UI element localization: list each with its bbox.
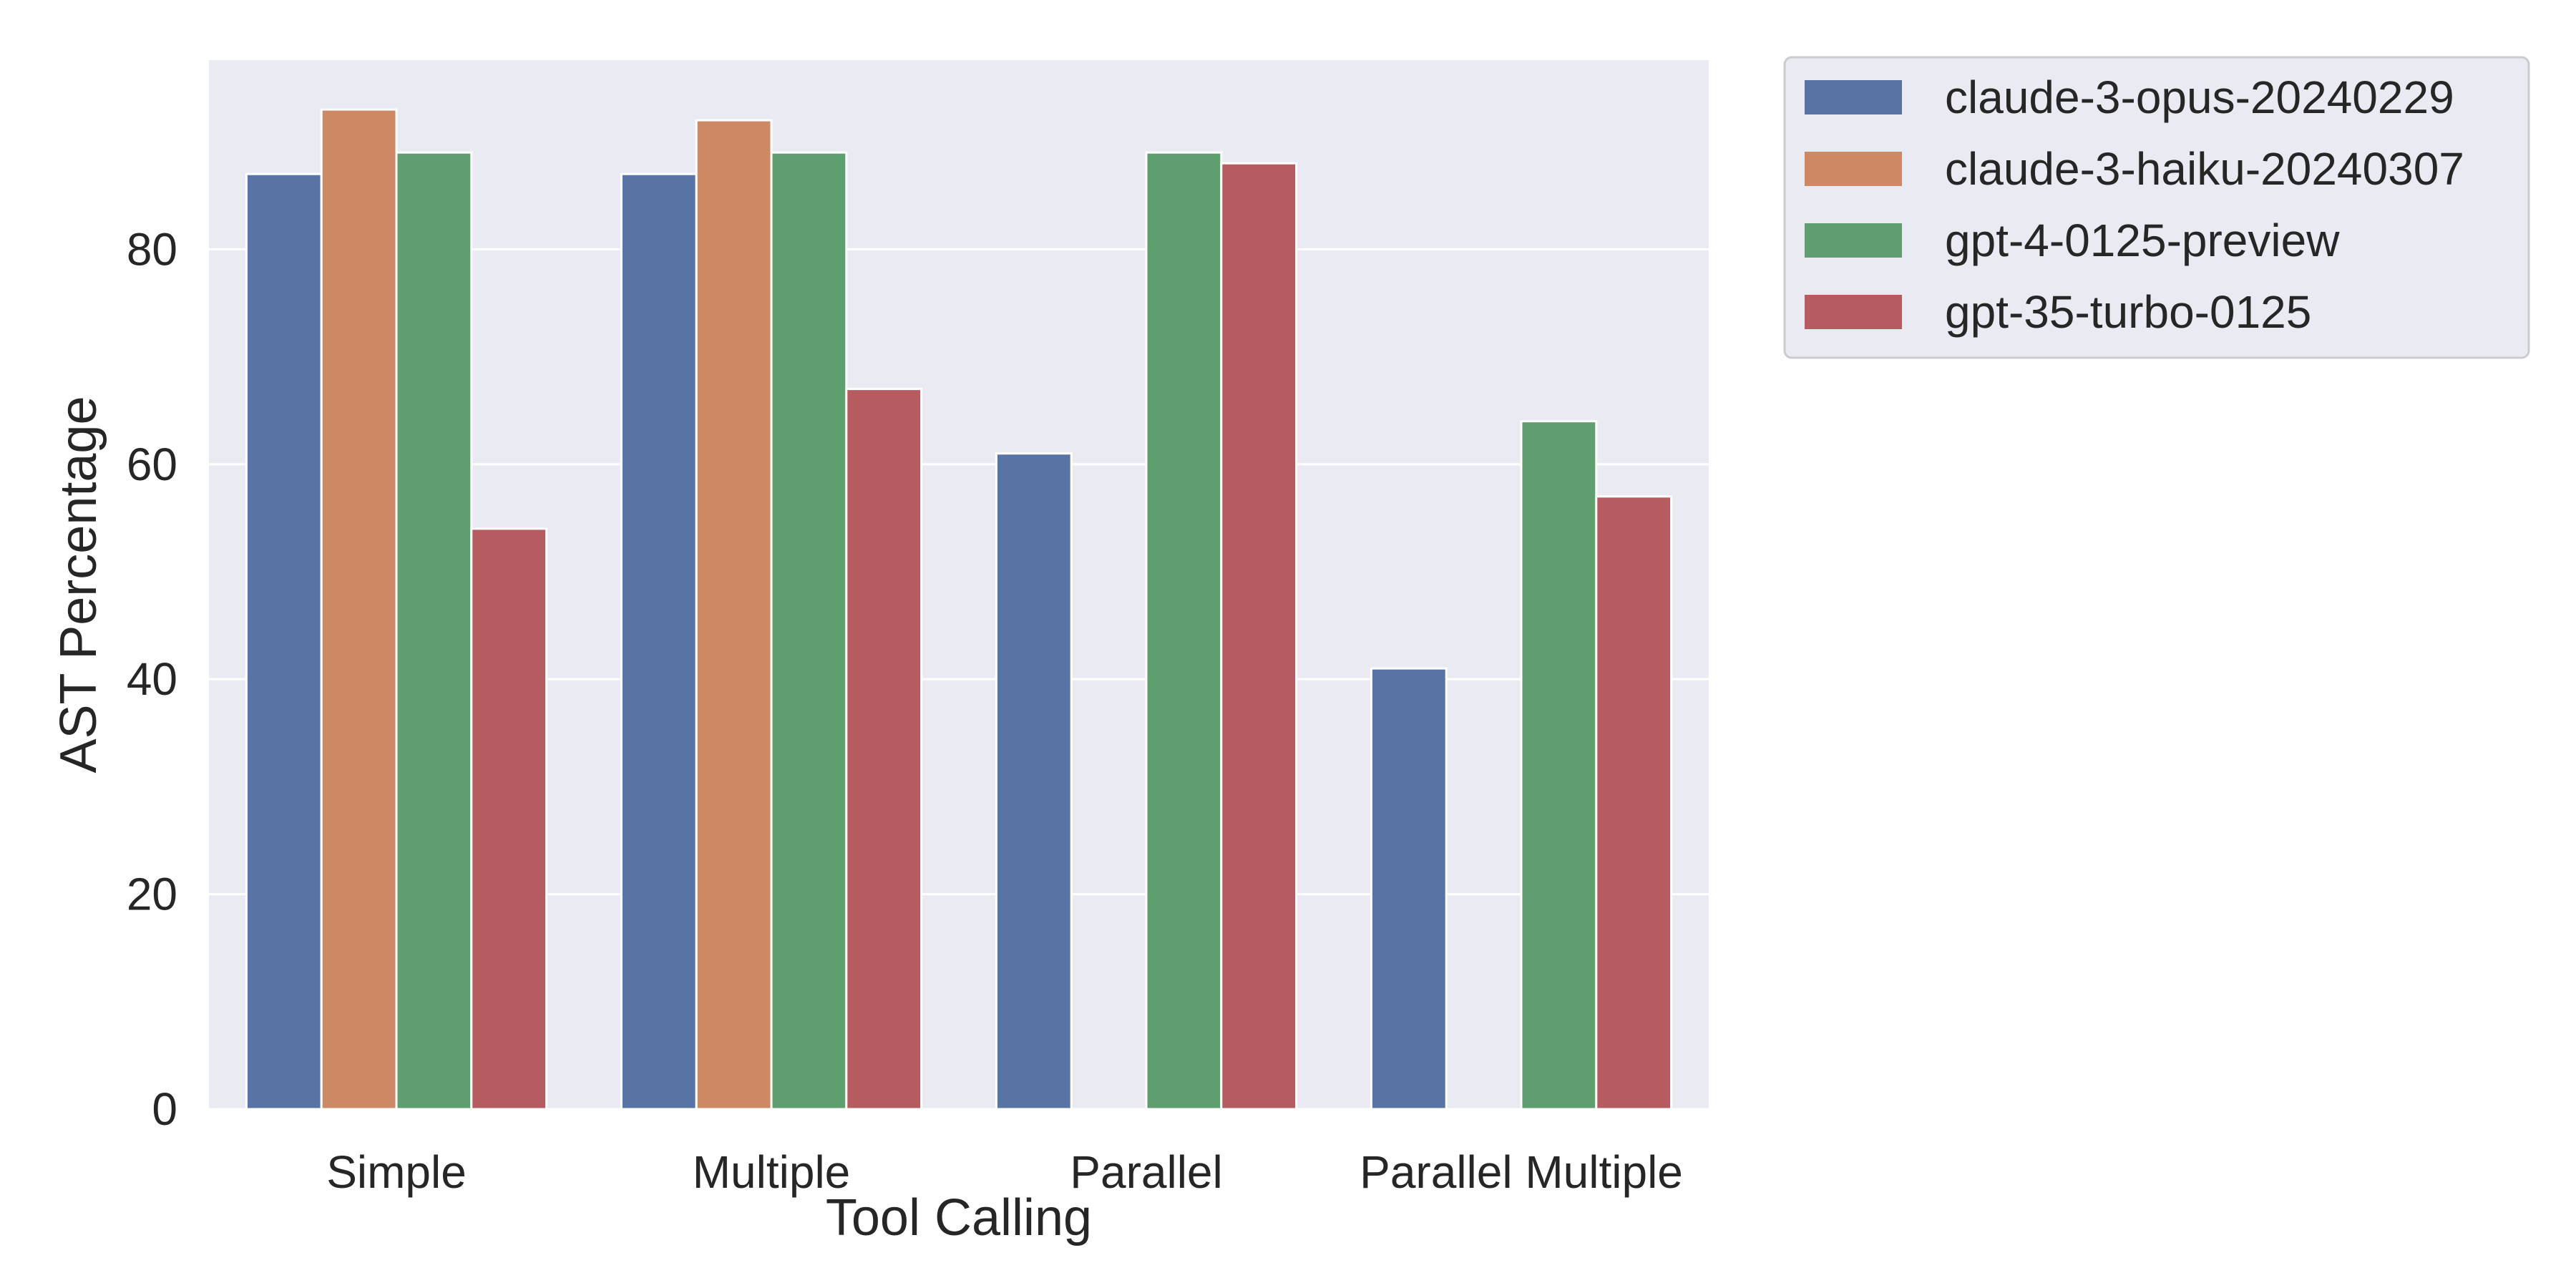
legend-box bbox=[1783, 56, 2530, 359]
bar bbox=[1595, 495, 1673, 1111]
legend-label: gpt-35-turbo-0125 bbox=[1945, 286, 2311, 338]
bar bbox=[845, 388, 923, 1111]
bars bbox=[245, 108, 1673, 1111]
y-tick-label: 0 bbox=[152, 1083, 177, 1135]
bar bbox=[1370, 667, 1448, 1111]
x-axis-ticks: Simple Multiple Parallel Parallel Multiple bbox=[326, 1146, 1683, 1198]
bar bbox=[695, 119, 773, 1111]
legend-swatch bbox=[1805, 295, 1902, 329]
legend-label: claude-3-haiku-20240307 bbox=[1945, 143, 2464, 195]
bar bbox=[470, 527, 548, 1111]
x-tick-label: Simple bbox=[326, 1146, 467, 1198]
y-axis-label: AST Percentage bbox=[50, 396, 107, 774]
bar bbox=[1520, 420, 1598, 1111]
bar bbox=[770, 151, 848, 1111]
bar bbox=[995, 452, 1073, 1111]
y-axis-ticks: 0 20 40 60 80 bbox=[127, 223, 177, 1135]
legend-label: claude-3-opus-20240229 bbox=[1945, 72, 2454, 123]
y-tick-label: 60 bbox=[127, 439, 177, 490]
x-tick-label: Parallel Multiple bbox=[1360, 1146, 1683, 1198]
x-tick-label: Multiple bbox=[693, 1146, 851, 1198]
bar bbox=[395, 151, 473, 1111]
bar bbox=[1145, 151, 1223, 1111]
legend: claude-3-opus-20240229 claude-3-haiku-202… bbox=[1783, 56, 2530, 359]
bar bbox=[620, 172, 698, 1111]
legend-swatch bbox=[1805, 80, 1902, 114]
x-axis-label: Tool Calling bbox=[826, 1189, 1092, 1246]
y-tick-label: 20 bbox=[127, 869, 177, 920]
bar bbox=[245, 172, 323, 1111]
bar bbox=[320, 108, 398, 1111]
y-tick-label: 40 bbox=[127, 653, 177, 705]
x-tick-label: Parallel bbox=[1070, 1146, 1222, 1198]
legend-swatch bbox=[1805, 152, 1902, 186]
legend-swatch bbox=[1805, 223, 1902, 258]
y-tick-label: 80 bbox=[127, 223, 177, 275]
legend-label: gpt-4-0125-preview bbox=[1945, 215, 2340, 266]
bar bbox=[1220, 162, 1298, 1111]
